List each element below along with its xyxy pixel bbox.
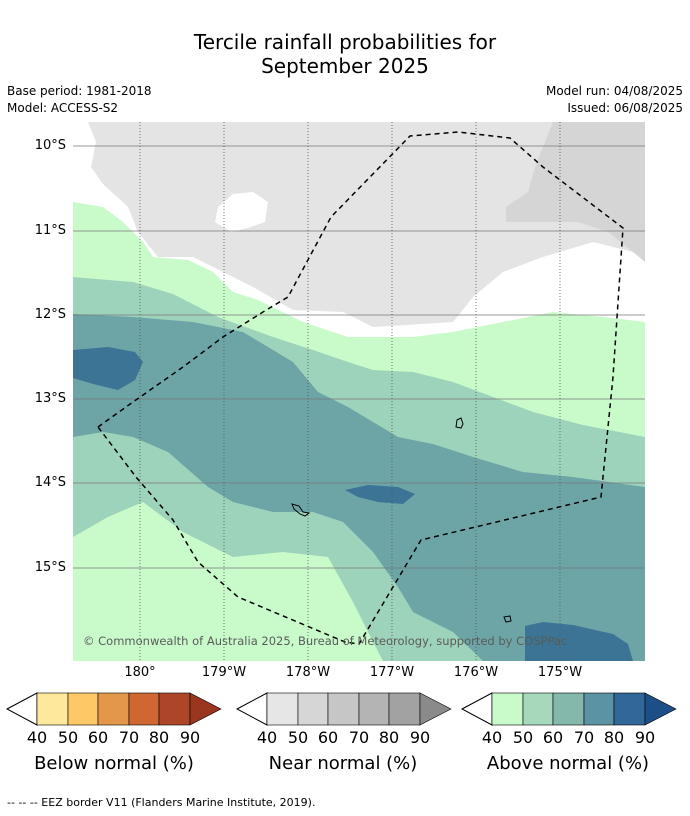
near-normal-colorbar-segment-60: [327, 692, 360, 726]
lon-label: 179°W: [201, 665, 247, 680]
below-normal-title: Below normal (%): [34, 753, 194, 774]
near-normal-colorbar-segment-80: [388, 692, 421, 726]
lat-label: 14°S: [34, 475, 66, 490]
island-central: [291, 503, 311, 517]
title-line-2: September 2025: [261, 54, 429, 78]
eez-footer-note: -- -- -- EEZ border V11 (Flanders Marine…: [7, 796, 316, 809]
near-normal-colorbar-segment-50: [297, 692, 329, 726]
gridlines: [73, 145, 645, 569]
colorbar-tick: 60: [87, 728, 109, 747]
below-normal-colorbar-segment-90: [189, 692, 222, 726]
lat-label: 13°S: [34, 391, 66, 406]
above-normal-70-patch-central: [345, 485, 415, 504]
colorbar-tick: 60: [542, 728, 564, 747]
below-normal-colorbar-segment-60: [97, 692, 130, 726]
above-normal-title: Above normal (%): [486, 753, 650, 774]
below-normal-colorbar-segment-50: [67, 692, 99, 726]
above-normal-colorbar-segment-40: [491, 692, 524, 726]
colorbar-tick: 70: [118, 728, 140, 747]
model-run: Model run: 04/08/2025: [545, 84, 683, 98]
above-normal-70-patch-southeast: [525, 622, 633, 661]
model-name: Model: ACCESS-S2: [7, 101, 119, 115]
issued-date: Issued: 06/08/2025: [567, 101, 683, 115]
above-normal-colorbar: [461, 692, 677, 726]
lon-label: 176°W: [453, 665, 499, 680]
near-normal-colorbar-segment-40: [266, 692, 299, 726]
lon-label: 178°W: [285, 665, 331, 680]
above-normal-70-patch-west: [73, 347, 143, 390]
meta-left: Base period: 1981-2018 Model: ACCESS-S2: [7, 83, 152, 117]
colorbar-tick: 70: [348, 728, 370, 747]
above-normal-colorbar-segment-60: [552, 692, 585, 726]
lon-label: 175°W: [537, 665, 583, 680]
near-normal-title: Near normal (%): [268, 753, 418, 774]
near-normal-hole: [215, 192, 268, 232]
lat-label: 11°S: [34, 223, 66, 238]
colorbar-tick: 40: [481, 728, 503, 747]
chart-title: Tercile rainfall probabilities for Septe…: [0, 30, 690, 78]
island-east: [455, 417, 464, 429]
above-normal-colorbar-segment-50: [522, 692, 554, 726]
below-normal-colorbar: [6, 692, 222, 726]
lat-label: 12°S: [34, 307, 66, 322]
colorbar-tick: 50: [287, 728, 309, 747]
colorbar-tick: 90: [179, 728, 201, 747]
above-normal-lower-extension: [461, 692, 493, 726]
near-normal-colorbar: [236, 692, 452, 726]
near-normal-lower-extension: [236, 692, 268, 726]
colorbar-tick: 80: [148, 728, 170, 747]
base-period: Base period: 1981-2018: [7, 84, 152, 98]
colorbar-tick: 50: [512, 728, 534, 747]
lon-label: 180°: [124, 665, 156, 680]
near-normal-colorbar-segment-90: [419, 692, 452, 726]
colorbar-tick: 40: [26, 728, 48, 747]
above-normal-colorbar-segment-90: [644, 692, 677, 726]
colorbar-tick: 60: [317, 728, 339, 747]
colorbar-tick: 50: [57, 728, 79, 747]
near-normal-colorbar-segment-70: [358, 692, 390, 726]
below-normal-colorbar-segment-70: [128, 692, 160, 726]
colorbar-tick: 80: [603, 728, 625, 747]
colorbar-tick: 70: [573, 728, 595, 747]
below-normal-lower-extension: [6, 692, 38, 726]
lat-label: 15°S: [34, 560, 66, 575]
above-normal-colorbar-segment-80: [613, 692, 646, 726]
colorbar-tick: 90: [634, 728, 656, 747]
above-normal-colorbar-segment-70: [583, 692, 615, 726]
colorbar-tick: 90: [409, 728, 431, 747]
forecast-map: © Commonwealth of Australia 2025, Bureau…: [73, 122, 645, 661]
near-normal-50-region: [506, 122, 645, 262]
below-normal-colorbar-segment-40: [36, 692, 69, 726]
lon-label: 177°W: [369, 665, 415, 680]
near-normal-40-region: [88, 122, 645, 327]
meta-right: Model run: 04/08/2025 Issued: 06/08/2025: [546, 83, 683, 117]
island-south: [503, 615, 512, 623]
below-normal-colorbar-segment-80: [158, 692, 191, 726]
copyright-text: © Commonwealth of Australia 2025, Bureau…: [83, 634, 567, 648]
colorbar-tick: 80: [378, 728, 400, 747]
title-line-1: Tercile rainfall probabilities for: [193, 30, 497, 54]
colorbar-tick: 40: [256, 728, 278, 747]
lat-label: 10°S: [34, 138, 66, 153]
